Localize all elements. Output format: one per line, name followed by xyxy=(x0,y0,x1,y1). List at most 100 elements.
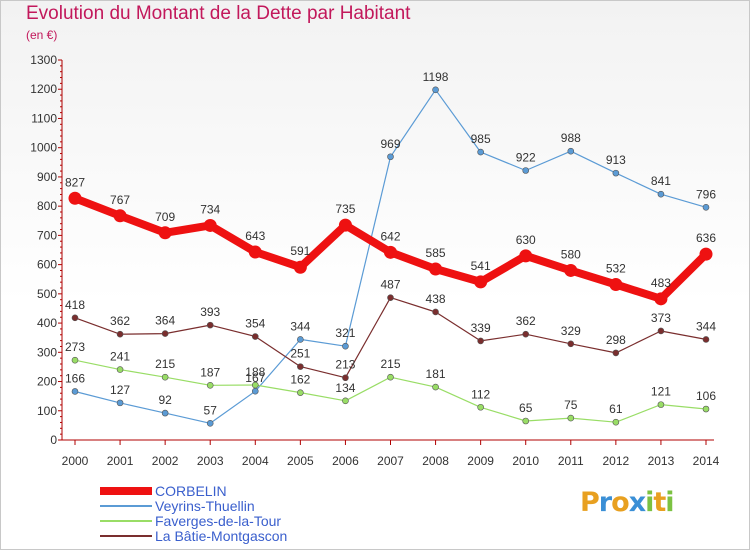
data-label-veyrins-thuellin: 969 xyxy=(380,137,400,151)
data-point-la-batie-montgascon xyxy=(387,294,394,301)
data-label-faverges-de-la-tour: 162 xyxy=(290,373,310,387)
data-label-veyrins-thuellin: 344 xyxy=(290,319,310,333)
data-label-corbelin: 636 xyxy=(696,231,716,245)
x-tick-label: 2010 xyxy=(512,454,539,468)
data-point-la-batie-montgascon xyxy=(702,336,710,343)
data-label-la-batie-montgascon: 373 xyxy=(651,311,671,325)
data-point-corbelin xyxy=(338,218,352,232)
data-label-veyrins-thuellin: 922 xyxy=(516,150,536,164)
y-tick-label: 400 xyxy=(37,316,57,330)
data-point-veyrins-thuellin xyxy=(612,169,620,177)
data-point-la-batie-montgascon xyxy=(116,330,124,338)
data-point-faverges-de-la-tour xyxy=(567,414,575,422)
legend-label: Faverges-de-la-Tour xyxy=(155,513,282,529)
data-point-la-batie-montgascon xyxy=(342,374,349,382)
data-label-corbelin: 591 xyxy=(290,244,310,258)
data-label-corbelin: 483 xyxy=(651,276,671,290)
data-label-corbelin: 827 xyxy=(65,175,85,189)
data-point-veyrins-thuellin xyxy=(387,153,394,161)
data-point-faverges-de-la-tour xyxy=(116,366,124,373)
legend-item: CORBELIN xyxy=(100,483,360,499)
data-label-la-batie-montgascon: 298 xyxy=(606,333,626,347)
data-label-faverges-de-la-tour: 121 xyxy=(651,385,671,399)
data-label-veyrins-thuellin: 166 xyxy=(65,371,85,385)
data-label-corbelin: 767 xyxy=(110,193,130,207)
data-point-faverges-de-la-tour xyxy=(387,373,394,381)
x-tick-label: 2014 xyxy=(693,454,720,468)
data-label-veyrins-thuellin: 127 xyxy=(110,383,130,397)
data-label-faverges-de-la-tour: 106 xyxy=(696,389,716,403)
x-tick-label: 2001 xyxy=(107,454,134,468)
data-point-corbelin xyxy=(474,275,488,289)
data-label-veyrins-thuellin: 841 xyxy=(651,174,671,188)
data-point-faverges-de-la-tour xyxy=(432,383,439,391)
data-label-corbelin: 532 xyxy=(606,261,626,275)
data-label-corbelin: 580 xyxy=(561,247,581,261)
data-label-la-batie-montgascon: 344 xyxy=(696,319,716,333)
y-tick-label: 1200 xyxy=(30,82,57,96)
data-point-la-batie-montgascon xyxy=(251,333,259,340)
data-point-faverges-de-la-tour xyxy=(71,356,79,364)
y-tick-label: 700 xyxy=(37,228,57,242)
data-label-corbelin: 541 xyxy=(471,259,491,273)
data-label-veyrins-thuellin: 92 xyxy=(158,393,172,407)
data-label-la-batie-montgascon: 364 xyxy=(155,314,175,328)
data-point-corbelin xyxy=(203,218,217,232)
legend-item: Faverges-de-la-Tour xyxy=(100,513,360,529)
data-point-faverges-de-la-tour xyxy=(161,373,169,381)
data-point-faverges-de-la-tour xyxy=(702,405,710,413)
data-label-corbelin: 735 xyxy=(335,202,355,216)
data-point-corbelin xyxy=(519,249,533,263)
x-tick-label: 2002 xyxy=(152,454,179,468)
data-point-corbelin xyxy=(429,262,443,276)
data-point-faverges-de-la-tour xyxy=(612,418,620,426)
data-label-faverges-de-la-tour: 75 xyxy=(564,398,578,412)
data-point-faverges-de-la-tour xyxy=(342,397,349,405)
data-point-veyrins-thuellin xyxy=(206,420,214,427)
data-label-la-batie-montgascon: 418 xyxy=(65,298,85,312)
data-point-corbelin xyxy=(384,245,397,259)
y-tick-label: 500 xyxy=(37,287,57,301)
data-label-veyrins-thuellin: 1198 xyxy=(423,70,449,84)
data-point-la-batie-montgascon xyxy=(612,349,620,357)
data-label-faverges-de-la-tour: 134 xyxy=(335,381,355,395)
x-tick-label: 2009 xyxy=(467,454,494,468)
x-tick-label: 2007 xyxy=(377,454,404,468)
data-point-veyrins-thuellin xyxy=(432,86,439,94)
data-label-veyrins-thuellin: 988 xyxy=(561,131,581,145)
data-point-la-batie-montgascon xyxy=(71,314,79,322)
y-tick-label: 100 xyxy=(37,404,57,418)
data-label-veyrins-thuellin: 796 xyxy=(696,187,716,201)
data-point-faverges-de-la-tour xyxy=(657,401,665,408)
y-tick-label: 300 xyxy=(37,345,57,359)
data-point-corbelin xyxy=(609,277,623,291)
data-point-veyrins-thuellin xyxy=(657,190,665,198)
unit-label: (en €) xyxy=(26,28,58,42)
data-point-veyrins-thuellin xyxy=(251,387,259,395)
data-point-la-batie-montgascon xyxy=(432,308,439,316)
data-point-corbelin xyxy=(293,260,307,274)
x-tick-label: 2006 xyxy=(332,454,359,468)
x-tick-label: 2000 xyxy=(62,454,89,468)
data-label-la-batie-montgascon: 251 xyxy=(290,347,310,361)
data-label-la-batie-montgascon: 213 xyxy=(335,358,355,372)
data-point-corbelin xyxy=(68,191,82,205)
y-tick-label: 800 xyxy=(37,199,57,213)
x-tick-label: 2008 xyxy=(422,454,449,468)
data-label-veyrins-thuellin: 57 xyxy=(204,403,218,417)
data-point-la-batie-montgascon xyxy=(161,330,169,337)
data-point-corbelin xyxy=(158,226,172,240)
data-point-veyrins-thuellin xyxy=(342,342,349,350)
data-label-faverges-de-la-tour: 61 xyxy=(609,402,623,416)
data-point-la-batie-montgascon xyxy=(206,321,214,329)
data-point-veyrins-thuellin xyxy=(522,167,530,174)
x-tick-label: 2013 xyxy=(648,454,675,468)
legend-swatch xyxy=(100,520,152,522)
data-point-faverges-de-la-tour xyxy=(251,381,259,389)
data-point-corbelin xyxy=(248,245,262,259)
y-tick-label: 600 xyxy=(37,258,57,272)
data-label-veyrins-thuellin: 321 xyxy=(335,326,355,340)
data-point-veyrins-thuellin xyxy=(116,399,124,407)
data-point-corbelin xyxy=(699,247,713,261)
